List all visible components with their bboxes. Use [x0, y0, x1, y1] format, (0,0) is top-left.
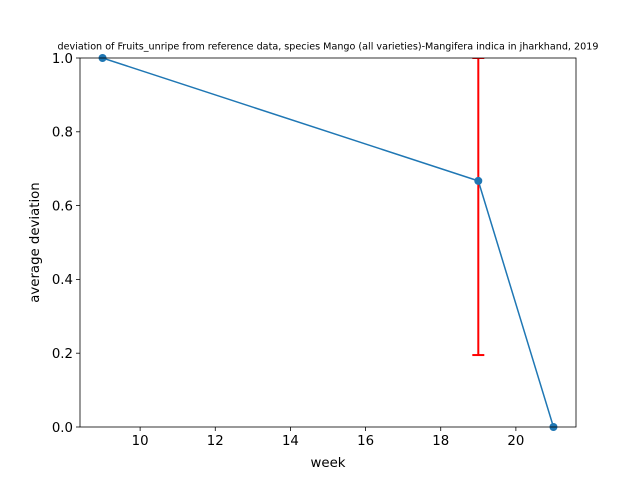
y-tick-label: 0.0	[52, 421, 73, 436]
y-tick-label: 0.4	[52, 273, 73, 288]
x-tick-label: 12	[207, 434, 224, 449]
series-line	[102, 58, 555, 427]
x-axis-label: week	[311, 456, 346, 471]
x-tick-label: 18	[432, 434, 449, 449]
data-group	[102, 58, 555, 427]
x-tick-label: 16	[357, 434, 374, 449]
y-tick-label: 0.8	[52, 126, 73, 141]
data-point	[474, 176, 483, 185]
x-tick-label: 10	[132, 434, 149, 449]
y-axis-label: average deviation	[28, 182, 43, 302]
y-tick-label: 1.0	[52, 52, 73, 67]
axes-frame	[79, 57, 577, 428]
y-tick-label: 0.2	[52, 347, 73, 362]
chart-title: deviation of Fruits_unripe from referenc…	[58, 42, 599, 53]
x-tick-label: 20	[507, 434, 524, 449]
y-tick-label: 0.6	[52, 199, 73, 214]
x-tick-label: 14	[282, 434, 299, 449]
plot-area: 10 12 14 16 18 20 0.0 0.2 0.4 0.6 0.8 1.0	[52, 52, 577, 449]
